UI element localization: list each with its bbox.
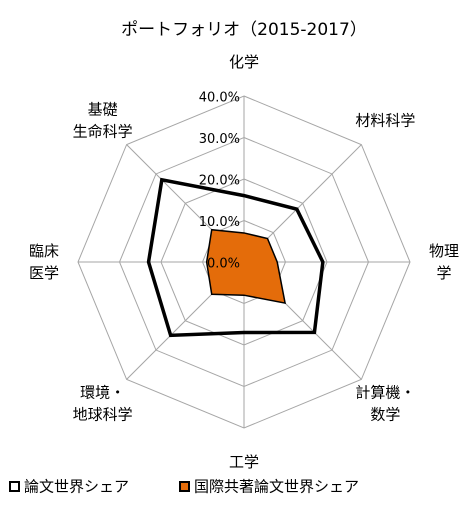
r-tick-label: 10.0% xyxy=(199,215,240,230)
category-label-line: 基礎 xyxy=(88,100,118,118)
legend-swatch xyxy=(9,481,20,492)
r-tick-label: 0.0% xyxy=(207,257,240,272)
category-label-line: 化学 xyxy=(229,53,259,71)
category-label-line: 数学 xyxy=(370,405,400,423)
category-label: 環境・地球科学 xyxy=(73,383,133,423)
category-label-line: 地球科学 xyxy=(73,405,133,423)
category-label-line: 環境・ xyxy=(80,383,125,401)
category-label: 基礎生命科学 xyxy=(73,100,133,140)
r-tick-label: 40.0% xyxy=(199,91,240,106)
category-label-line: 物理 xyxy=(429,242,459,260)
category-label: 物理学 xyxy=(429,242,459,282)
category-label: 化学 xyxy=(229,53,259,71)
category-label: 工学 xyxy=(229,453,259,471)
category-label-line: 工学 xyxy=(229,453,259,471)
category-label-line: 計算機・ xyxy=(355,383,415,401)
r-tick-label: 20.0% xyxy=(199,174,240,189)
category-label-line: 学 xyxy=(436,264,451,282)
category-label-line: 医学 xyxy=(29,264,59,282)
series-area xyxy=(205,228,287,305)
chart-title: ポートフォリオ（2015-2017） xyxy=(121,20,367,40)
legend-label: 国際共著論文世界シェア xyxy=(194,478,359,496)
category-label-line: 臨床 xyxy=(29,242,59,260)
category-label-line: 材料科学 xyxy=(355,111,415,129)
category-label: 臨床医学 xyxy=(29,242,59,282)
category-label-line: 生命科学 xyxy=(73,122,133,140)
series-line xyxy=(146,177,325,338)
legend-label: 論文世界シェア xyxy=(24,478,129,496)
category-label: 材料科学 xyxy=(355,111,415,129)
legend-swatch xyxy=(179,481,190,492)
category-label: 計算機・数学 xyxy=(355,383,415,423)
r-tick-label: 30.0% xyxy=(199,132,240,147)
